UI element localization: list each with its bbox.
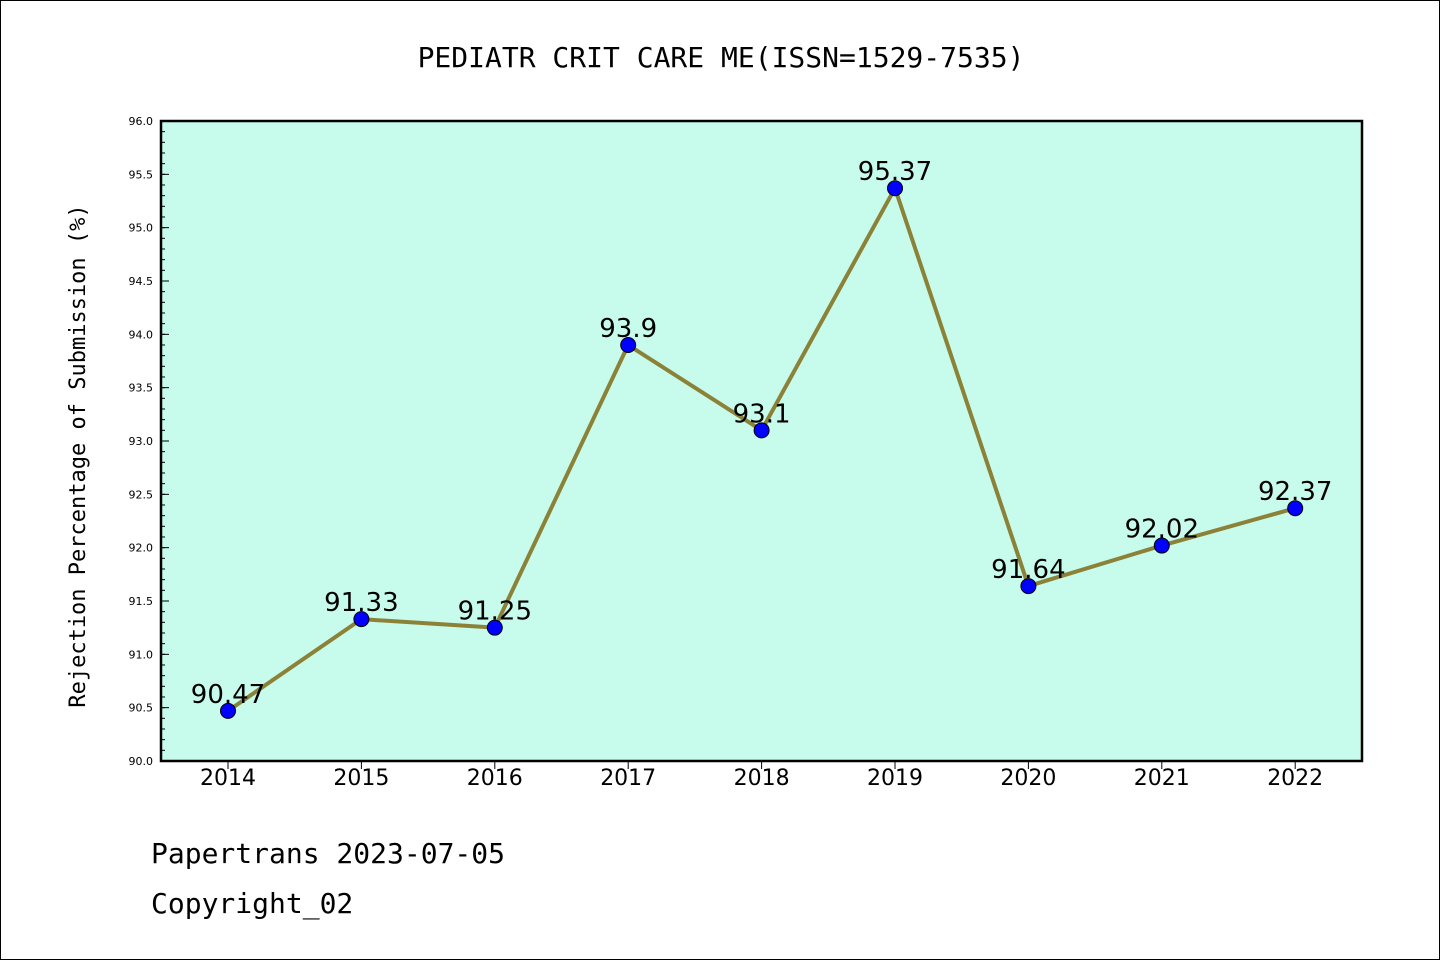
y-tick-label: 93.0 — [129, 435, 154, 448]
data-point — [1153, 537, 1170, 554]
data-point — [620, 337, 637, 353]
data-point — [220, 702, 236, 719]
x-tick-label: 2021 — [1134, 766, 1190, 791]
y-tick-label: 92.0 — [129, 542, 154, 555]
x-tick-label: 2019 — [867, 766, 923, 791]
data-label: 92.02 — [1125, 515, 1199, 545]
data-point — [353, 611, 370, 628]
x-tick-label: 2015 — [333, 766, 389, 791]
y-tick-label: 91.5 — [129, 595, 154, 608]
data-label: 92.37 — [1258, 477, 1332, 507]
y-tick-label: 90.0 — [129, 755, 154, 768]
data-label: 91.25 — [458, 597, 532, 627]
data-label: 95.37 — [858, 157, 932, 187]
x-tick-label: 2016 — [467, 766, 523, 791]
x-tick-label: 2017 — [600, 766, 656, 791]
data-label: 91.33 — [324, 588, 398, 618]
y-tick-label: 94.5 — [129, 275, 154, 288]
plot-area — [159, 119, 1364, 763]
x-tick-label: 2018 — [734, 766, 790, 791]
footer-source: Papertrans 2023-07-05 — [151, 837, 505, 870]
data-point — [1287, 500, 1304, 517]
y-tick-label: 95.5 — [129, 168, 154, 181]
y-axis: 90.0 90.5 91.0 91.5 92.0 92.5 93.0 93.5 94.0 94.5… — [129, 115, 169, 768]
x-tick-label: 2020 — [1000, 766, 1056, 791]
data-label: 90.47 — [191, 680, 265, 710]
y-tick-label: 92.5 — [129, 488, 154, 501]
series-rejection — [220, 180, 1304, 719]
data-label: 91.64 — [991, 555, 1065, 585]
x-axis: 2014 2015 2016 2017 2018 2019 2020 2021 2022 — [200, 761, 1323, 791]
data-label: 93.9 — [599, 314, 657, 344]
y-tick-label: 96.0 — [129, 115, 154, 128]
chart-title: PEDIATR CRIT CARE ME(ISSN=1529-7535) — [418, 41, 1025, 74]
y-tick-label: 90.5 — [129, 702, 154, 715]
data-point — [486, 619, 503, 636]
y-tick-label: 91.0 — [129, 648, 154, 661]
y-axis-label: Rejection Percentage of Submission (%) — [66, 204, 91, 707]
y-tick-label: 95.0 — [129, 222, 154, 235]
data-label: 93.1 — [733, 399, 791, 429]
footer-copyright: Copyright_02 — [151, 887, 353, 921]
y-tick-label: 93.5 — [129, 382, 154, 395]
x-tick-label: 2014 — [200, 766, 256, 791]
data-labels: 90.47 91.33 91.25 93.9 93.1 95.37 91.64 92.02 92… — [191, 157, 1333, 710]
x-tick-label: 2022 — [1267, 766, 1323, 791]
y-tick-label: 94.0 — [129, 328, 154, 341]
data-point — [753, 422, 770, 439]
data-point — [887, 180, 903, 197]
data-point — [1020, 578, 1037, 595]
